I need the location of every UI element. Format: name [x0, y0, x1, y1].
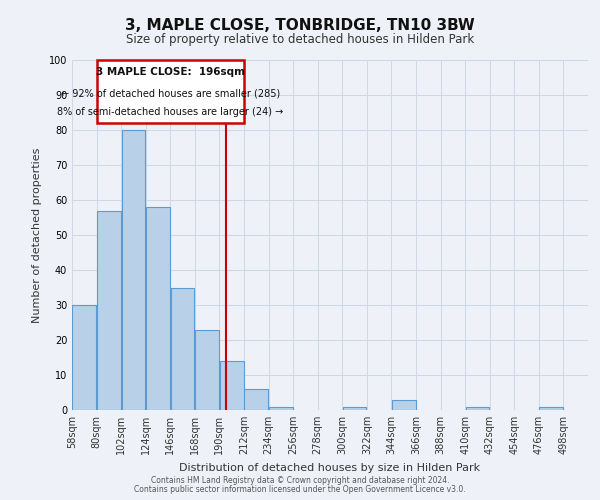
- Text: 3, MAPLE CLOSE, TONBRIDGE, TN10 3BW: 3, MAPLE CLOSE, TONBRIDGE, TN10 3BW: [125, 18, 475, 32]
- Bar: [392, 400, 416, 410]
- Bar: [122, 130, 145, 410]
- Text: ← 92% of detached houses are smaller (285): ← 92% of detached houses are smaller (28…: [61, 88, 280, 98]
- Bar: [244, 389, 268, 410]
- Bar: [343, 406, 367, 410]
- Bar: [73, 305, 96, 410]
- Bar: [220, 361, 244, 410]
- Bar: [196, 330, 219, 410]
- Y-axis label: Number of detached properties: Number of detached properties: [32, 148, 42, 322]
- Text: Contains public sector information licensed under the Open Government Licence v3: Contains public sector information licen…: [134, 485, 466, 494]
- Text: Contains HM Land Registry data © Crown copyright and database right 2024.: Contains HM Land Registry data © Crown c…: [151, 476, 449, 485]
- Bar: [97, 210, 121, 410]
- Bar: [146, 207, 170, 410]
- FancyBboxPatch shape: [97, 60, 244, 123]
- Text: 8% of semi-detached houses are larger (24) →: 8% of semi-detached houses are larger (2…: [57, 108, 283, 118]
- Bar: [269, 406, 293, 410]
- Bar: [539, 406, 563, 410]
- Bar: [466, 406, 489, 410]
- Text: 3 MAPLE CLOSE:  196sqm: 3 MAPLE CLOSE: 196sqm: [96, 67, 245, 77]
- Text: Size of property relative to detached houses in Hilden Park: Size of property relative to detached ho…: [126, 32, 474, 46]
- Bar: [171, 288, 194, 410]
- X-axis label: Distribution of detached houses by size in Hilden Park: Distribution of detached houses by size …: [179, 462, 481, 472]
